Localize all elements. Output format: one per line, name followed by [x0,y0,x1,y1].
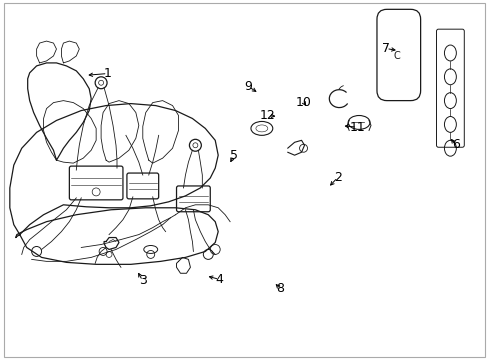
Text: 12: 12 [260,109,275,122]
Text: 10: 10 [295,96,311,109]
Text: 11: 11 [348,121,364,134]
Text: 3: 3 [139,274,146,287]
Text: 6: 6 [451,139,459,152]
Text: 2: 2 [333,171,341,184]
Text: C: C [393,51,399,61]
Text: 7: 7 [382,42,389,55]
Text: 1: 1 [103,67,111,80]
Text: 9: 9 [244,80,252,93]
Text: 8: 8 [276,283,284,296]
Text: 4: 4 [215,273,223,286]
Text: 5: 5 [229,149,237,162]
